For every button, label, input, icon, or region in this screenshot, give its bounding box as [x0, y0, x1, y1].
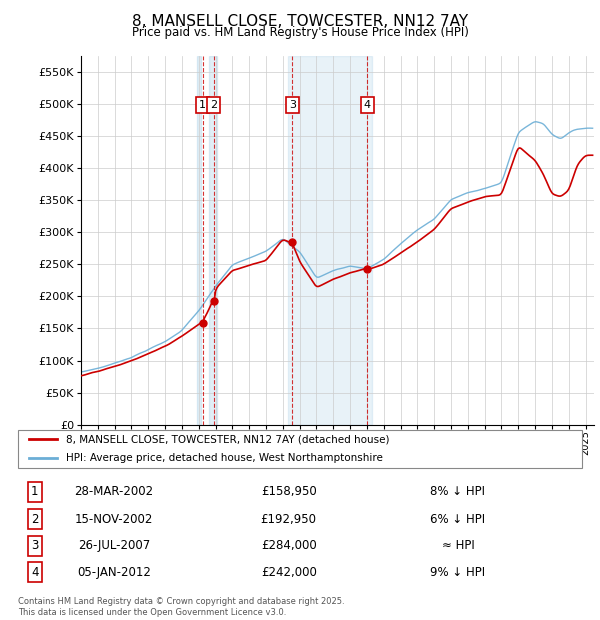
- Text: 05-JAN-2012: 05-JAN-2012: [77, 565, 151, 578]
- Text: 1: 1: [199, 100, 206, 110]
- Text: £284,000: £284,000: [261, 539, 317, 552]
- Text: £158,950: £158,950: [261, 485, 317, 498]
- Text: 2: 2: [31, 513, 38, 526]
- Text: 9% ↓ HPI: 9% ↓ HPI: [430, 565, 485, 578]
- Text: 4: 4: [31, 565, 38, 578]
- Text: 28-MAR-2002: 28-MAR-2002: [74, 485, 154, 498]
- Text: ≈ HPI: ≈ HPI: [442, 539, 474, 552]
- Text: Price paid vs. HM Land Registry's House Price Index (HPI): Price paid vs. HM Land Registry's House …: [131, 26, 469, 39]
- Bar: [197, 56, 201, 425]
- Text: 3: 3: [289, 100, 296, 110]
- Text: 4: 4: [364, 100, 371, 110]
- Text: 8% ↓ HPI: 8% ↓ HPI: [430, 485, 485, 498]
- Text: 8, MANSELL CLOSE, TOWCESTER, NN12 7AY: 8, MANSELL CLOSE, TOWCESTER, NN12 7AY: [132, 14, 468, 29]
- Text: 8, MANSELL CLOSE, TOWCESTER, NN12 7AY (detached house): 8, MANSELL CLOSE, TOWCESTER, NN12 7AY (d…: [66, 434, 389, 445]
- Text: £242,000: £242,000: [261, 565, 317, 578]
- Text: 6% ↓ HPI: 6% ↓ HPI: [430, 513, 485, 526]
- Text: 2: 2: [210, 100, 217, 110]
- Text: 3: 3: [31, 539, 38, 552]
- Text: HPI: Average price, detached house, West Northamptonshire: HPI: Average price, detached house, West…: [66, 453, 383, 464]
- Bar: [209, 56, 217, 425]
- Text: 15-NOV-2002: 15-NOV-2002: [74, 513, 153, 526]
- Text: Contains HM Land Registry data © Crown copyright and database right 2025.
This d: Contains HM Land Registry data © Crown c…: [18, 598, 344, 617]
- Text: 1: 1: [31, 485, 38, 498]
- Text: £192,950: £192,950: [261, 513, 317, 526]
- Bar: [288, 56, 372, 425]
- Text: 26-JUL-2007: 26-JUL-2007: [78, 539, 150, 552]
